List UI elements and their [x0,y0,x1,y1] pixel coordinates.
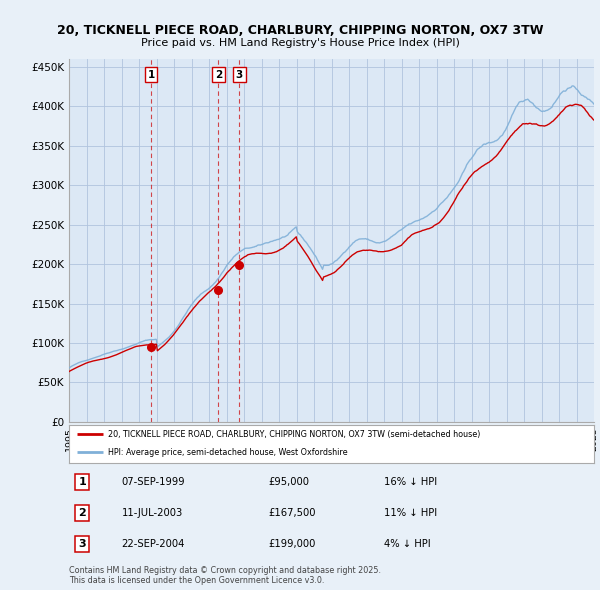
Text: 11% ↓ HPI: 11% ↓ HPI [384,508,437,518]
Text: HPI: Average price, semi-detached house, West Oxfordshire: HPI: Average price, semi-detached house,… [109,448,348,457]
Text: 11-JUL-2003: 11-JUL-2003 [121,508,183,518]
Text: 1: 1 [78,477,86,487]
Text: £167,500: £167,500 [269,508,316,518]
Text: 2: 2 [215,70,222,80]
Text: Price paid vs. HM Land Registry's House Price Index (HPI): Price paid vs. HM Land Registry's House … [140,38,460,48]
Text: 22-SEP-2004: 22-SEP-2004 [121,539,185,549]
Text: 3: 3 [79,539,86,549]
Text: 20, TICKNELL PIECE ROAD, CHARLBURY, CHIPPING NORTON, OX7 3TW: 20, TICKNELL PIECE ROAD, CHARLBURY, CHIP… [57,24,543,37]
Text: £199,000: £199,000 [269,539,316,549]
Text: 1: 1 [148,70,155,80]
Text: 2: 2 [78,508,86,518]
Text: 3: 3 [236,70,243,80]
Text: Contains HM Land Registry data © Crown copyright and database right 2025.
This d: Contains HM Land Registry data © Crown c… [69,566,381,585]
Text: 20, TICKNELL PIECE ROAD, CHARLBURY, CHIPPING NORTON, OX7 3TW (semi-detached hous: 20, TICKNELL PIECE ROAD, CHARLBURY, CHIP… [109,430,481,439]
Text: 07-SEP-1999: 07-SEP-1999 [121,477,185,487]
Text: 16% ↓ HPI: 16% ↓ HPI [384,477,437,487]
Text: 4% ↓ HPI: 4% ↓ HPI [384,539,431,549]
Text: £95,000: £95,000 [269,477,310,487]
